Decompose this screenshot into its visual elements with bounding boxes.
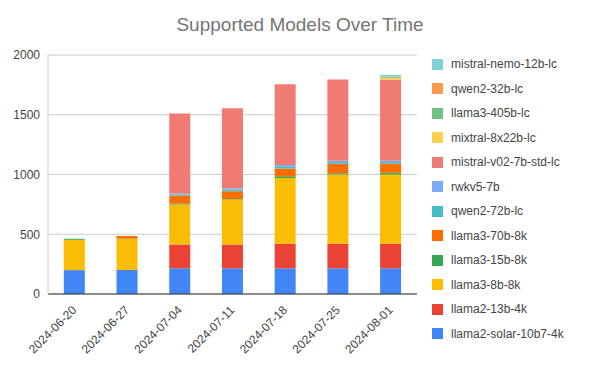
html-text:qwen2-32b-lc: qwen2-32b-lc bbox=[451, 81, 523, 96]
svg-text:2024-07-25: 2024-07-25 bbox=[290, 303, 344, 357]
html-text:rwkv5-7b: rwkv5-7b bbox=[451, 179, 500, 194]
html-text:llama3-8b-8k: llama3-8b-8k bbox=[451, 277, 521, 292]
html-text:llama2-13b-4k: llama2-13b-4k bbox=[451, 302, 527, 317]
svg-text:2024-06-27: 2024-06-27 bbox=[79, 303, 133, 357]
html-text:llama3-405b-lc: llama3-405b-lc bbox=[451, 106, 530, 121]
svg-text:500: 500 bbox=[20, 228, 40, 242]
html-text:mistral-v02-7b-std-lc: mistral-v02-7b-std-lc bbox=[451, 155, 560, 170]
html-text:Supported Models Over Time: Supported Models Over Time bbox=[176, 14, 424, 35]
html-text:qwen2-72b-lc: qwen2-72b-lc bbox=[451, 204, 523, 219]
svg-text:2024-06-20: 2024-06-20 bbox=[26, 303, 80, 357]
html-text:mixtral-8x22b-lc: mixtral-8x22b-lc bbox=[451, 130, 536, 145]
svg-text:1000: 1000 bbox=[13, 168, 40, 182]
svg-text:1500: 1500 bbox=[13, 108, 40, 122]
svg-text:0: 0 bbox=[33, 287, 40, 301]
svg-text:2024-07-04: 2024-07-04 bbox=[131, 303, 185, 357]
svg-text:2000: 2000 bbox=[13, 48, 40, 62]
html-text:llama3-15b-8k: llama3-15b-8k bbox=[451, 253, 527, 268]
html-text:mistral-nemo-12b-lc: mistral-nemo-12b-lc bbox=[451, 57, 557, 72]
svg-text:2024-07-18: 2024-07-18 bbox=[237, 303, 291, 357]
svg-text:2024-08-01: 2024-08-01 bbox=[342, 303, 396, 357]
html-text:llama2-solar-10b7-4k: llama2-solar-10b7-4k bbox=[451, 326, 564, 341]
html-text:llama3-70b-8k: llama3-70b-8k bbox=[451, 228, 527, 243]
svg-text:2024-07-11: 2024-07-11 bbox=[185, 303, 238, 356]
